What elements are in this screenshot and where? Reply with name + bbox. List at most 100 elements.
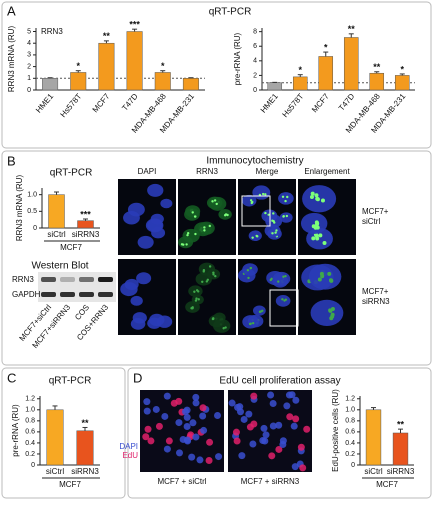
nucleus <box>189 419 197 427</box>
nucleolus <box>318 233 323 238</box>
nucleus <box>262 431 270 439</box>
nucleolus <box>249 266 252 270</box>
nucleus <box>299 464 307 472</box>
nucleolus <box>315 236 320 241</box>
nucleus <box>152 405 160 413</box>
nucleolus <box>203 226 206 229</box>
nucleus <box>279 440 287 448</box>
nucleus <box>175 397 183 405</box>
x-tick-label: HME1 <box>34 91 56 114</box>
inset-label: RRN3 <box>41 27 63 36</box>
significance: * <box>161 61 165 71</box>
nucleus <box>200 426 208 434</box>
nucleus <box>145 218 164 233</box>
nucleolus <box>224 326 227 329</box>
nucleolus <box>246 268 250 272</box>
nucleolus <box>211 200 214 203</box>
bar <box>46 409 64 466</box>
nucleus <box>183 436 191 444</box>
row-label: MCF7+ <box>362 287 389 296</box>
nucleus <box>123 211 140 225</box>
nucleolus <box>314 222 319 227</box>
nucleus <box>228 399 236 407</box>
nucleolus <box>269 278 272 282</box>
x-tick-label: siRRN3 <box>72 230 100 239</box>
nucleolus <box>264 193 267 196</box>
nucleus <box>142 433 150 441</box>
nucleus <box>175 419 183 427</box>
nucleolus <box>283 299 286 302</box>
nucleus <box>310 299 344 326</box>
blot-band <box>98 292 113 297</box>
y-tick-label: 0 <box>253 87 257 94</box>
significance: * <box>298 65 302 75</box>
group-label: MCF7 <box>60 243 82 252</box>
nucleus <box>250 392 258 400</box>
blot-band <box>60 277 75 282</box>
y-tick-label: 0.4 <box>345 440 355 447</box>
icc-title: Immunocytochemistry <box>206 156 303 167</box>
nucleus <box>130 295 143 306</box>
nucleolus <box>251 236 254 239</box>
nucleolus <box>215 202 218 206</box>
significance: * <box>324 42 328 52</box>
nucleolus <box>329 278 334 283</box>
nucleolus <box>327 271 332 276</box>
blot-band <box>41 277 56 282</box>
nucleus <box>184 208 200 221</box>
frame-b <box>1 150 432 366</box>
y-tick-label: 0.8 <box>25 418 35 425</box>
nucleolus <box>320 198 325 203</box>
y-axis-label: pre-rRNA (RU) <box>233 32 242 85</box>
y-tick-label: 2 <box>253 72 257 79</box>
significance: * <box>400 64 404 74</box>
nucleus <box>248 230 262 242</box>
y-tick-label: 1 <box>27 75 31 82</box>
bar <box>392 432 409 466</box>
nucleus <box>147 317 162 329</box>
significance: ** <box>348 24 356 34</box>
nucleus <box>278 192 294 205</box>
nucleus <box>269 400 277 408</box>
nucleus <box>275 295 291 307</box>
nucleus <box>259 436 267 444</box>
bar <box>394 75 410 91</box>
nucleolus <box>248 322 252 326</box>
nucleus <box>303 425 311 433</box>
nucleus <box>240 415 248 423</box>
blot-row-label: GAPDH <box>12 290 41 299</box>
nucleolus <box>186 231 190 235</box>
significance: ** <box>373 62 381 72</box>
y-tick-label: 0.2 <box>25 451 35 458</box>
zoom-box <box>241 195 271 227</box>
row-label: siRRN3 <box>362 297 390 306</box>
nucleolus <box>208 224 212 228</box>
nucleolus <box>202 268 206 272</box>
nucleus <box>175 449 183 457</box>
blot-band <box>79 292 94 297</box>
nucleolus <box>251 321 255 325</box>
nucleus <box>297 443 305 451</box>
nucleolus <box>247 276 250 280</box>
image-label: MCF7 + siRRN3 <box>241 477 300 486</box>
nucleolus <box>223 214 227 217</box>
nucleolus <box>322 240 327 245</box>
nucleus <box>260 424 268 432</box>
bar <box>154 72 171 91</box>
nucleolus <box>317 277 322 282</box>
micrograph <box>118 179 176 255</box>
nucleus <box>300 212 328 234</box>
significance: ** <box>81 418 89 428</box>
nucleus <box>178 236 194 249</box>
y-tick-label: 1.2 <box>25 396 35 403</box>
nucleus <box>245 410 253 418</box>
nucleus <box>147 437 155 445</box>
nucleus <box>214 412 222 420</box>
nucleolus <box>185 243 188 246</box>
nucleus <box>286 413 294 421</box>
nucleolus <box>249 199 253 202</box>
nucleolus <box>212 317 215 320</box>
micrograph <box>118 259 176 335</box>
nucleus <box>183 423 191 431</box>
